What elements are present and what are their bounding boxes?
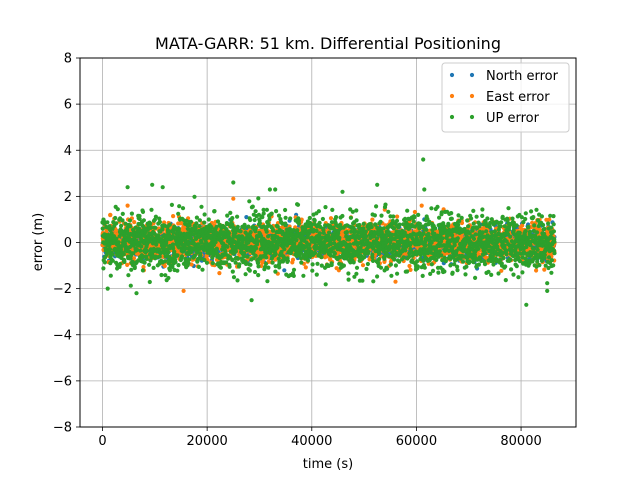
data-point xyxy=(179,221,184,226)
data-point xyxy=(189,262,194,267)
data-point xyxy=(282,268,287,273)
data-point xyxy=(141,264,146,270)
chart-title: MATA-GARR: 51 km. Differential Positioni… xyxy=(155,34,501,53)
data-point xyxy=(360,263,366,268)
data-point xyxy=(171,214,176,219)
data-point xyxy=(370,217,375,222)
data-point xyxy=(244,215,249,220)
data-point xyxy=(499,268,504,273)
data-point xyxy=(162,263,167,269)
data-point xyxy=(412,209,417,215)
data-point xyxy=(407,263,412,269)
data-point xyxy=(125,262,130,267)
data-point xyxy=(303,265,308,270)
data-point xyxy=(328,256,333,261)
data-points xyxy=(100,157,557,307)
data-point xyxy=(259,250,264,255)
data-point xyxy=(290,257,296,262)
data-point xyxy=(459,234,464,239)
data-point xyxy=(395,214,400,219)
data-point xyxy=(217,271,222,276)
data-point xyxy=(131,256,137,261)
data-point xyxy=(328,216,334,221)
data-point xyxy=(132,220,137,225)
data-point xyxy=(408,267,413,272)
data-point xyxy=(176,221,181,226)
